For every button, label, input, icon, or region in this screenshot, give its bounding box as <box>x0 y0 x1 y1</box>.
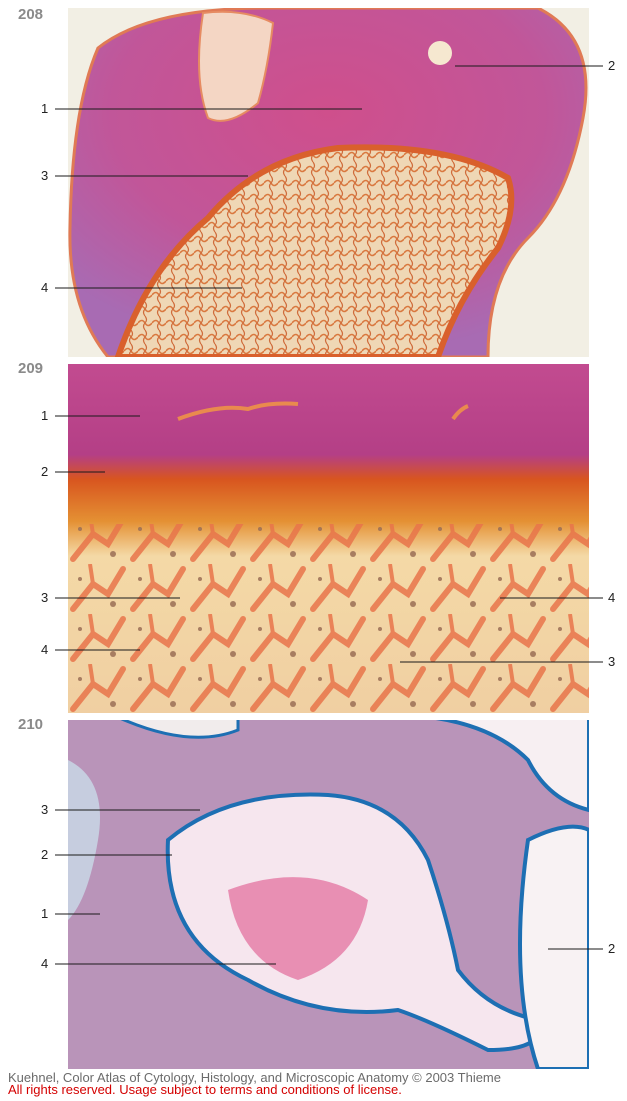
micrograph-208 <box>68 8 589 357</box>
figure-number-208: 208 <box>18 6 44 23</box>
label-208-2: 2 <box>608 58 616 73</box>
label-209-2: 2 <box>41 464 49 479</box>
label-209-3-left: 3 <box>41 590 49 605</box>
license-line: All rights reserved. Usage subject to te… <box>8 1082 402 1097</box>
label-210-4: 4 <box>41 956 49 971</box>
label-208-4: 4 <box>41 280 49 295</box>
label-208-3: 3 <box>41 168 49 183</box>
figure-number-209: 209 <box>18 360 44 377</box>
copyright-line: Kuehnel, Color Atlas of Cytology, Histol… <box>8 1070 501 1085</box>
micrograph-209 <box>68 364 589 713</box>
label-210-2-right: 2 <box>608 941 616 956</box>
label-210-1: 1 <box>41 906 49 921</box>
label-210-2-left: 2 <box>41 847 49 862</box>
figure-number-210: 210 <box>18 716 44 733</box>
label-209-4-right: 4 <box>608 590 616 605</box>
label-209-3-right: 3 <box>608 654 616 669</box>
label-210-3: 3 <box>41 802 49 817</box>
micrograph-210 <box>68 720 589 1069</box>
label-209-1: 1 <box>41 408 49 423</box>
label-209-4-left: 4 <box>41 642 49 657</box>
label-208-1: 1 <box>41 101 49 116</box>
